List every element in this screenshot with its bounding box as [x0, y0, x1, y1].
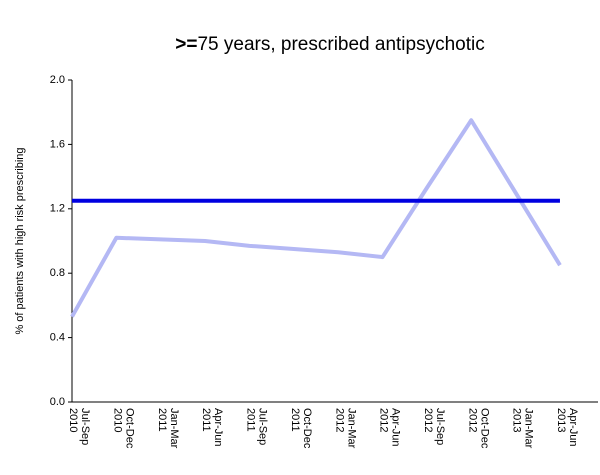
x-tick-label-line: Jan-Mar [345, 408, 357, 449]
y-tick-label: 2.0 [50, 74, 65, 86]
x-tick-label-line: 2011 [200, 408, 212, 432]
x-tick-label-line: Apr-Jun [212, 408, 224, 447]
series-line [70, 118, 562, 318]
y-tick-label: 0.4 [50, 332, 65, 344]
x-tick-label-line: Oct-Dec [478, 408, 490, 449]
y-tick-label: 1.6 [50, 138, 65, 150]
x-tick-label-line: 2010 [67, 408, 79, 432]
chart-title: >=75 years, prescribed antipsychotic [175, 34, 484, 55]
x-tick-label-line: 2012 [333, 408, 345, 432]
x-tick-label-line: 2011 [289, 408, 301, 432]
title-prefix: >= [175, 34, 197, 55]
x-tick-label-line: 2013 [511, 408, 523, 432]
x-tick-label-line: 2012 [422, 408, 434, 432]
x-tick-label-line: 2012 [378, 408, 390, 432]
x-tick-label-line: Apr-Jun [567, 408, 579, 447]
y-tick-label: 0.0 [50, 396, 65, 408]
y-tick-label: 0.8 [50, 267, 65, 279]
x-tick-label-line: Jul-Sep [434, 408, 446, 445]
title-text: 75 years, prescribed antipsychotic [197, 34, 484, 55]
y-tick-label: 1.2 [50, 203, 65, 215]
x-tick-label-line: 2013 [555, 408, 567, 432]
x-tick-label-line: Jan-Mar [523, 408, 535, 449]
x-tick-label-line: 2011 [156, 408, 168, 432]
x-tick-label-line: 2012 [466, 408, 478, 432]
x-tick-label-line: Apr-Jun [390, 408, 402, 447]
x-tick-label-line: 2010 [111, 408, 123, 432]
x-tick-label-line: Jul-Sep [257, 408, 269, 445]
y-axis-label: % of patients with high risk prescribing [14, 147, 26, 334]
x-tick-label-line: Oct-Dec [123, 408, 135, 449]
x-tick-label-line: 2011 [245, 408, 257, 432]
x-tick-label-line: Oct-Dec [301, 408, 313, 449]
x-tick-label-line: Jul-Sep [79, 408, 91, 445]
x-tick-label-line: Jan-Mar [168, 408, 180, 449]
